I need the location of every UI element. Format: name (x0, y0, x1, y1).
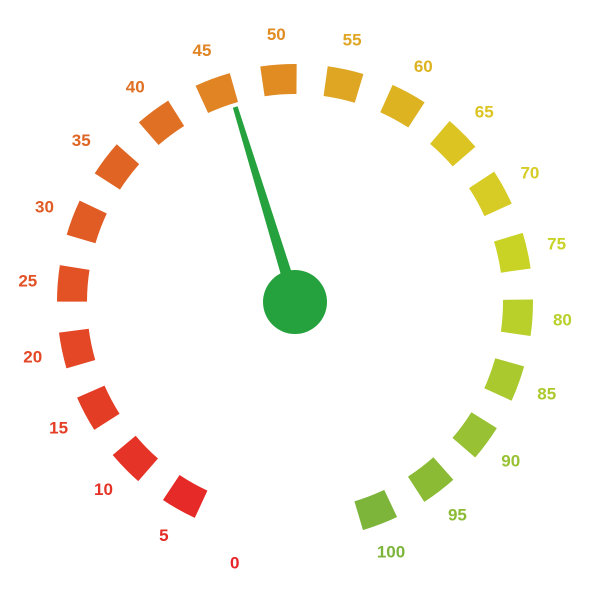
gauge-label-35: 35 (72, 131, 91, 150)
gauge-label-45: 45 (193, 41, 212, 60)
gauge-segment-100 (354, 489, 398, 531)
gauge-segment-85 (484, 358, 525, 401)
gauge-label-0: 0 (230, 554, 239, 573)
gauge-label-25: 25 (18, 272, 37, 291)
gauge-segment-80 (500, 299, 533, 336)
gauge-label-80: 80 (553, 310, 572, 329)
gauge-label-15: 15 (49, 419, 68, 438)
gauge-segment-10 (112, 435, 158, 482)
gauge-label-5: 5 (159, 526, 168, 545)
gauge-segment-95 (407, 457, 454, 502)
gauge-segments (57, 64, 533, 531)
gauge-segment-35 (94, 144, 140, 190)
gauge-segment-25 (57, 265, 90, 302)
gauge-segment-30 (66, 200, 107, 244)
gauge-label-75: 75 (547, 235, 566, 254)
gauge-segment-5 (162, 475, 208, 518)
gauge-label-30: 30 (35, 197, 54, 216)
gauge-label-50: 50 (267, 25, 286, 44)
gauge-tick-labels: 0 5 10 15 20 25 30 35 40 45 50 55 60 65 70 75 80 85 90 95 10… (18, 25, 572, 572)
gauge-segment-65 (430, 121, 476, 167)
gauge-segment-45 (195, 73, 239, 114)
gauge-segment-55 (323, 66, 364, 103)
gauge-label-90: 90 (501, 452, 520, 471)
gauge-segment-60 (380, 84, 425, 128)
gauge-label-85: 85 (537, 385, 556, 404)
gauge-label-70: 70 (520, 163, 539, 182)
gauge-segment-20 (58, 328, 96, 369)
gauge-segment-15 (77, 385, 120, 430)
gauge-label-10: 10 (94, 480, 113, 499)
gauge-needle (232, 106, 301, 304)
gauge-label-100: 100 (377, 543, 405, 562)
gauge-segment-90 (452, 412, 497, 458)
gauge-segment-75 (494, 232, 531, 273)
gauge-label-60: 60 (414, 57, 433, 76)
gauge-segment-50 (260, 64, 297, 97)
gauge-label-55: 55 (343, 31, 362, 50)
gauge-segment-70 (469, 171, 512, 217)
gauge-segment-40 (138, 100, 185, 146)
gauge-label-95: 95 (448, 506, 467, 525)
gauge-needle-group (232, 106, 327, 334)
gauge-label-20: 20 (23, 347, 42, 366)
gauge-hub (263, 270, 327, 334)
gauge-label-65: 65 (475, 103, 494, 122)
gauge-label-40: 40 (126, 77, 145, 96)
